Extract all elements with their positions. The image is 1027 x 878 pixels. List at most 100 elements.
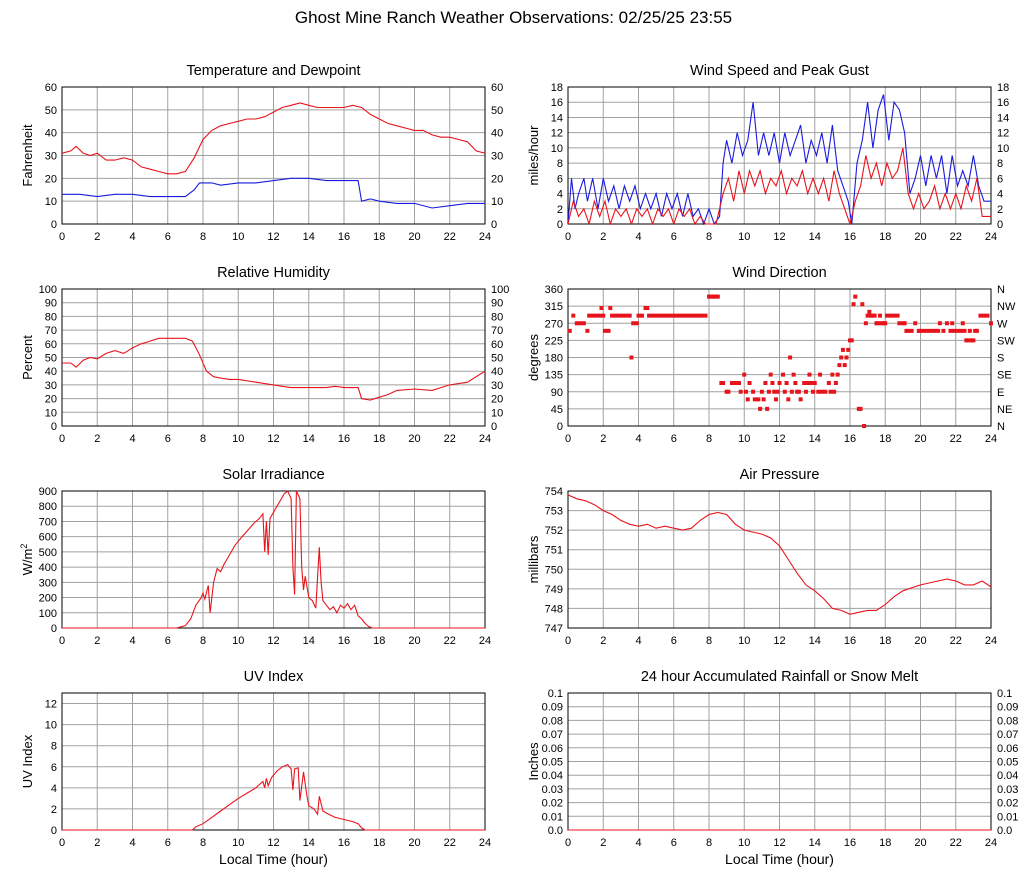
data-point [610, 313, 615, 318]
y-tick-label: 0 [51, 825, 57, 837]
data-point [581, 321, 586, 326]
x-tick-label: 8 [200, 635, 206, 647]
y-tick-label: 400 [39, 562, 57, 574]
plot-frame [567, 288, 992, 427]
y-tick-label: 10 [45, 720, 57, 732]
data-point [685, 313, 690, 318]
x-tick-label: 24 [479, 837, 491, 849]
right-tick-label: SE [997, 370, 1012, 382]
y-tick-label: 600 [39, 532, 57, 544]
y-tick-label: 90 [551, 387, 563, 399]
y-tick-label: 60 [45, 339, 57, 351]
x-tick-label: 0 [565, 635, 571, 647]
right-tick-label: 0.05 [997, 757, 1018, 769]
x-tick-label: 10 [232, 837, 244, 849]
x-tick-label: 2 [94, 837, 100, 849]
x-tick-label: 22 [950, 837, 962, 849]
x-tick-label: 18 [879, 837, 891, 849]
data-point [981, 313, 986, 318]
x-tick-label: 12 [267, 837, 279, 849]
y-tick-label: 4 [557, 189, 563, 201]
x-tick-label: 0 [565, 231, 571, 243]
data-point [932, 328, 937, 333]
chart-title: Wind Speed and Peak Gust [690, 63, 869, 79]
series-line-blue [568, 94, 991, 225]
y-tick-label: 753 [545, 506, 563, 518]
data-point [955, 328, 960, 333]
data-point [833, 380, 838, 385]
data-point [892, 313, 897, 318]
x-tick-label: 4 [635, 837, 641, 849]
right-tick-label: 100 [491, 284, 509, 296]
x-tick-label: 0 [59, 635, 65, 647]
x-tick-label: 4 [129, 837, 135, 849]
x-tick-label: 2 [600, 837, 606, 849]
x-tick-label: 14 [303, 231, 315, 243]
data-point [578, 321, 583, 326]
right-tick-label: 90 [491, 298, 503, 310]
data-point [597, 313, 602, 318]
data-point [802, 380, 807, 385]
y-tick-label: 748 [545, 603, 563, 615]
y-tick-label: 360 [545, 284, 563, 296]
data-point [747, 380, 752, 385]
x-tick-label: 6 [165, 433, 171, 445]
right-tick-label: E [997, 387, 1004, 399]
data-point [835, 372, 840, 377]
x-tick-label: 18 [373, 635, 385, 647]
x-tick-label: 0 [59, 231, 65, 243]
y-tick-label: 4 [51, 783, 57, 795]
right-tick-label: NW [997, 301, 1016, 313]
x-tick-label: 12 [267, 635, 279, 647]
x-tick-label: 6 [165, 635, 171, 647]
x-tick-label: 22 [950, 433, 962, 445]
x-tick-label: 20 [408, 635, 420, 647]
y-tick-label: 749 [545, 584, 563, 596]
x-tick-label: 24 [479, 231, 491, 243]
data-point [978, 313, 983, 318]
data-point [849, 338, 854, 343]
data-point [867, 309, 872, 314]
data-point [636, 313, 641, 318]
y-axis-label: miles/hour [526, 125, 541, 186]
y-tick-label: 16 [551, 97, 563, 109]
x-tick-label: 18 [373, 433, 385, 445]
y-tick-label: 0.03 [542, 784, 563, 796]
x-tick-label: 8 [706, 231, 712, 243]
data-point [967, 328, 972, 333]
data-point [830, 372, 835, 377]
y-tick-label: 500 [39, 547, 57, 559]
y-tick-label: 300 [39, 577, 57, 589]
data-point [777, 380, 782, 385]
right-tick-label: 20 [491, 394, 503, 406]
data-point [909, 328, 914, 333]
chart-title: UV Index [244, 669, 304, 685]
y-tick-label: 20 [45, 394, 57, 406]
y-tick-label: 30 [45, 380, 57, 392]
y-tick-label: 50 [45, 105, 57, 117]
series-line-blue [62, 177, 485, 209]
data-point [818, 372, 823, 377]
y-tick-label: 0.07 [542, 729, 563, 741]
data-point [772, 389, 777, 394]
data-point [599, 306, 604, 311]
x-tick-label: 0 [565, 433, 571, 445]
x-tick-label: 12 [267, 433, 279, 445]
right-tick-label: SW [997, 335, 1015, 347]
data-point [789, 389, 794, 394]
data-point [844, 355, 849, 360]
plot-frame [567, 490, 992, 629]
x-tick-label: 0 [59, 837, 65, 849]
data-point [862, 424, 867, 428]
x-tick-label: 24 [985, 635, 997, 647]
data-point [798, 397, 803, 402]
data-point [733, 380, 738, 385]
right-tick-label: 0.08 [997, 715, 1018, 727]
data-point [922, 328, 927, 333]
x-tick-label: 22 [950, 231, 962, 243]
data-point [877, 313, 882, 318]
x-tick-label: 16 [844, 231, 856, 243]
x-tick-label: 12 [773, 837, 785, 849]
y-tick-label: 100 [39, 608, 57, 620]
